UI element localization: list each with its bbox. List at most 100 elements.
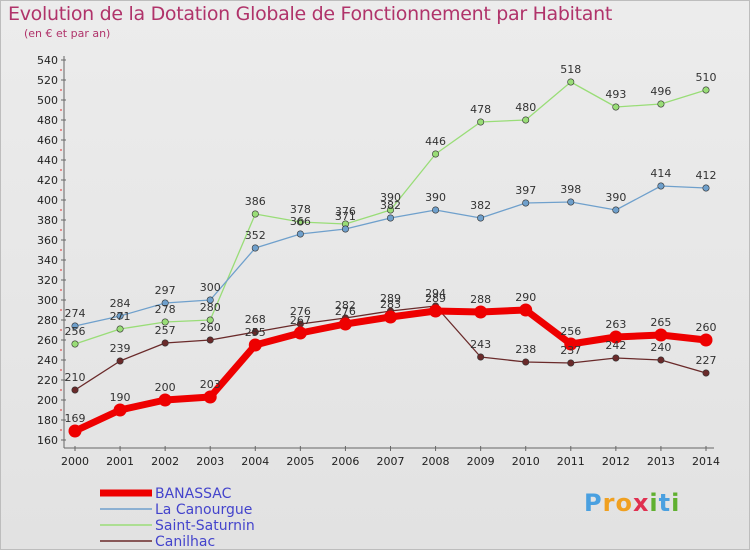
data-label: 378 <box>290 203 311 216</box>
x-tick-label: 2012 <box>602 455 630 468</box>
data-point <box>116 312 124 320</box>
x-tick-label: 2014 <box>692 455 720 468</box>
data-point <box>158 393 172 407</box>
series-layer <box>68 78 713 438</box>
data-label: 412 <box>696 169 717 182</box>
data-label: 276 <box>335 305 356 318</box>
data-point <box>293 326 307 340</box>
x-tick-label: 2004 <box>241 455 269 468</box>
data-label: 260 <box>200 321 221 334</box>
data-point <box>612 103 620 111</box>
data-label: 390 <box>605 191 626 204</box>
data-point <box>161 318 169 326</box>
logo-letter: x <box>632 489 650 517</box>
data-label: 263 <box>605 318 626 331</box>
data-point <box>341 225 349 233</box>
data-label: 376 <box>335 205 356 218</box>
series-saint-saturnin <box>71 78 710 348</box>
data-label: 239 <box>110 342 131 355</box>
data-point <box>657 100 665 108</box>
data-label: 397 <box>515 184 536 197</box>
legend-item-la-canourgue: La Canourgue <box>100 502 252 518</box>
x-tick-label: 2002 <box>151 455 179 468</box>
data-point <box>386 206 394 214</box>
data-point <box>702 184 710 192</box>
data-label: 227 <box>696 354 717 367</box>
data-label: 398 <box>560 183 581 196</box>
y-tick-label: 540 <box>37 54 58 67</box>
y-tick-label: 400 <box>37 194 58 207</box>
data-point <box>654 328 668 342</box>
data-label: 496 <box>650 85 671 98</box>
data-point <box>702 369 710 377</box>
logo-letter: i <box>671 489 681 517</box>
data-point <box>567 359 575 367</box>
data-point <box>702 86 710 94</box>
data-label: 510 <box>696 71 717 84</box>
data-label: 267 <box>290 314 311 327</box>
x-tick-label: 2005 <box>286 455 314 468</box>
data-label: 238 <box>515 343 536 356</box>
data-label: 390 <box>380 191 401 204</box>
chart-title: Evolution de la Dotation Globale de Fonc… <box>8 3 613 25</box>
data-point <box>432 206 440 214</box>
y-tick-label: 180 <box>37 414 58 427</box>
y-tick-label: 280 <box>37 314 58 327</box>
y-tick-label: 160 <box>37 434 58 447</box>
axes <box>60 56 714 449</box>
y-tick-label: 440 <box>37 154 58 167</box>
data-label: 284 <box>110 297 131 310</box>
data-label: 257 <box>155 324 176 337</box>
data-point <box>519 303 533 317</box>
data-point <box>68 424 82 438</box>
legend-item-banassac: BANASSAC <box>100 486 232 502</box>
data-label: 478 <box>470 103 491 116</box>
proxiti-logo: Proxiti <box>584 489 680 517</box>
data-label: 480 <box>515 101 536 114</box>
data-label: 276 <box>290 305 311 318</box>
data-point <box>206 296 214 304</box>
legend-item-canilhac: Canilhac <box>100 534 215 550</box>
data-point <box>612 206 620 214</box>
y-tick-label: 260 <box>37 334 58 347</box>
y-tick-label: 300 <box>37 294 58 307</box>
data-label: 282 <box>335 299 356 312</box>
data-label: 268 <box>245 313 266 326</box>
data-label: 382 <box>380 199 401 212</box>
data-label: 289 <box>425 292 446 305</box>
data-point <box>567 78 575 86</box>
data-label: 289 <box>380 292 401 305</box>
data-label: 169 <box>65 412 86 425</box>
data-point <box>386 214 394 222</box>
logo-letter: t <box>658 489 672 517</box>
x-tick-label: 2009 <box>467 455 495 468</box>
data-point <box>296 230 304 238</box>
x-tick-label: 2006 <box>331 455 359 468</box>
data-point <box>429 304 443 318</box>
data-point <box>699 333 713 347</box>
data-point <box>251 328 259 336</box>
data-point <box>474 305 488 319</box>
y-tick-label: 220 <box>37 374 58 387</box>
data-label: 242 <box>605 339 626 352</box>
data-label: 271 <box>110 310 131 323</box>
y-tick-label: 520 <box>37 74 58 87</box>
logo-letter: r <box>602 489 616 517</box>
data-point <box>522 116 530 124</box>
x-tick-label: 2007 <box>377 455 405 468</box>
data-point <box>203 390 217 404</box>
legend-item-saint-saturnin: Saint-Saturnin <box>100 518 255 534</box>
data-label: 265 <box>650 316 671 329</box>
data-label: 390 <box>425 191 446 204</box>
data-point <box>477 118 485 126</box>
data-label: 190 <box>110 391 131 404</box>
data-point <box>477 353 485 361</box>
legend-label: BANASSAC <box>155 486 232 502</box>
data-label: 371 <box>335 210 356 223</box>
data-point <box>477 214 485 222</box>
data-label: 210 <box>65 371 86 384</box>
y-tick-label: 340 <box>37 254 58 267</box>
data-label: 352 <box>245 229 266 242</box>
